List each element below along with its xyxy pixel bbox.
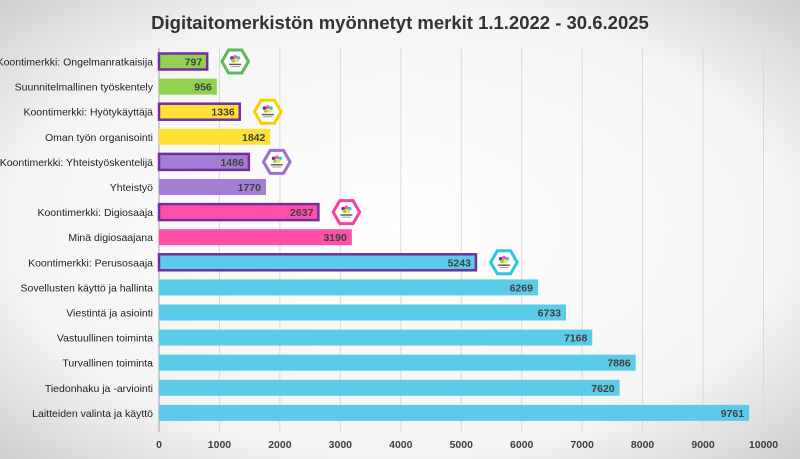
bar xyxy=(157,52,209,71)
category-label: Sovellusten käyttö ja hallinta xyxy=(21,282,154,294)
x-tick-label: 9000 xyxy=(691,439,715,451)
x-tick-label: 10000 xyxy=(749,439,778,451)
x-tick-label: 1000 xyxy=(208,439,232,451)
perusosaaja-badge-icon xyxy=(488,249,519,276)
bar xyxy=(159,354,636,371)
x-axis-tick-labels: 0 1000 2000 3000 4000 5000 6000 7000 8000 9000 100… xyxy=(156,439,778,451)
x-tick-label: 0 xyxy=(156,439,162,451)
category-label: Tiedonhaku ja -arviointi xyxy=(45,383,153,395)
category-label: Koontimerkki: Ongelmanratkaisija xyxy=(0,57,153,69)
category-label: Suunnitelmallinen työskentely xyxy=(15,82,154,94)
value-labels: 797 956 1336 1842 1486 1770 2637 3190 5243 6269 67… xyxy=(185,57,745,420)
value-label: 7620 xyxy=(591,383,615,395)
yhteistyoskentelija-badge-icon xyxy=(261,148,292,175)
bar xyxy=(159,229,352,246)
bar xyxy=(159,404,750,421)
value-label: 7886 xyxy=(607,358,631,370)
bar xyxy=(157,102,242,121)
category-label: Viestintä ja asiointi xyxy=(66,308,153,320)
category-label: Laitteiden valinta ja käyttö xyxy=(32,408,153,420)
bar xyxy=(159,304,567,321)
value-label: 9761 xyxy=(721,408,745,420)
bar xyxy=(157,253,478,272)
value-label: 7168 xyxy=(564,333,588,345)
ongelmanratkaisija-badge-icon xyxy=(220,48,251,75)
category-label: Turvallinen toiminta xyxy=(62,358,153,370)
value-label: 1336 xyxy=(211,107,235,119)
x-tick-label: 4000 xyxy=(389,439,413,451)
value-label: 6269 xyxy=(510,282,534,294)
category-label: Oman työn organisointi xyxy=(45,132,153,144)
badges xyxy=(220,48,519,276)
bar xyxy=(159,329,593,346)
x-tick-label: 8000 xyxy=(631,439,655,451)
bar xyxy=(157,152,251,172)
x-tick-label: 5000 xyxy=(450,439,474,451)
bar xyxy=(159,128,271,145)
bars xyxy=(157,52,750,421)
category-labels: Koontimerkki: Ongelmanratkaisija Suunnite… xyxy=(0,57,154,420)
value-label: 2637 xyxy=(290,207,314,219)
x-tick-label: 3000 xyxy=(329,439,353,451)
bar xyxy=(157,202,320,222)
digiosaaja-badge-icon xyxy=(331,199,362,226)
bar xyxy=(159,78,217,95)
bar xyxy=(159,379,620,396)
category-label: Koontimerkki: Hyötykäyttäjä xyxy=(23,107,153,119)
x-tick-label: 6000 xyxy=(510,439,534,451)
value-label: 1842 xyxy=(242,132,266,144)
value-label: 956 xyxy=(194,82,212,94)
hyotykayttaja-badge-icon xyxy=(252,98,283,125)
value-label: 1770 xyxy=(238,182,262,194)
chart-title: Digitaitomerkistön myönnetyt merkit 1.1.… xyxy=(151,12,649,33)
x-tick-label: 7000 xyxy=(570,439,594,451)
value-label: 6733 xyxy=(538,308,562,320)
value-label: 3190 xyxy=(323,232,347,244)
category-label: Koontimerkki: Yhteistyöskentelijä xyxy=(0,157,153,169)
value-label: 797 xyxy=(185,57,203,69)
category-label: Koontimerkki: Digiosaaja xyxy=(37,207,153,219)
bar xyxy=(159,279,538,296)
x-tick-label: 2000 xyxy=(268,439,292,451)
value-label: 1486 xyxy=(220,157,244,169)
category-label: Minä digiosaajana xyxy=(68,232,153,244)
bar xyxy=(159,179,266,195)
value-label: 5243 xyxy=(448,257,472,269)
category-label: Koontimerkki: Perusosaaja xyxy=(28,257,153,269)
category-label: Vastuullinen toiminta xyxy=(57,333,153,345)
category-label: Yhteistyö xyxy=(110,182,153,194)
